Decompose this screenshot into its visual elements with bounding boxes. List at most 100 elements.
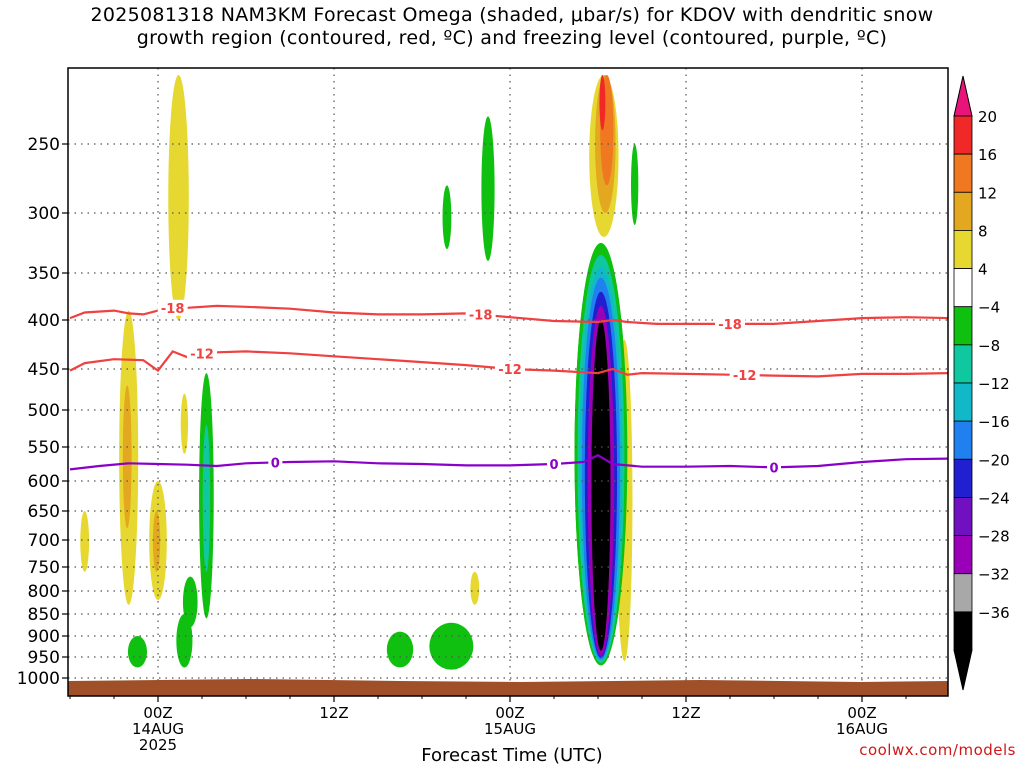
y-tick-label-700: 700 <box>28 531 60 551</box>
y-tick-label-850: 850 <box>28 605 60 625</box>
omega-shade-neg4-22 <box>176 614 193 668</box>
omega-shade-neg4-24 <box>481 116 495 261</box>
chart-title: 2025081318 NAM3KM Forecast Omega (shaded… <box>0 4 1024 50</box>
colorbar-label-4: 4 <box>978 261 988 279</box>
contour-label--12-2: -12 <box>733 369 757 384</box>
x-tick-label-h6-0: 00Z <box>143 704 172 722</box>
colorbar-label-1: 16 <box>978 146 997 164</box>
terrain-ground <box>68 679 948 696</box>
omega-shade-neg4-25 <box>442 185 452 249</box>
colorbar-label-2: 12 <box>978 184 997 202</box>
omega-core-neg36-6 <box>591 320 611 651</box>
omega-shade-neg8-20 <box>202 424 211 572</box>
x-axis-title: Forecast Time (UTC) <box>421 745 603 766</box>
contour-label--12-1: -12 <box>498 363 522 378</box>
contour-label-bg--12-0 <box>187 345 217 362</box>
colorbar-label-7: −12 <box>978 375 1010 393</box>
x-tick-label-h30-1: 15AUG <box>484 720 536 738</box>
colorbar-label-9: −20 <box>978 451 1010 469</box>
omega-shade-4-11 <box>168 75 189 320</box>
x-tick-label-h6-2: 2025 <box>139 736 177 754</box>
colorbar-label-8: −16 <box>978 413 1010 431</box>
contour-label--18-0: -18 <box>161 302 185 317</box>
colorbar-cell-13 <box>953 611 973 651</box>
y-tick-label-750: 750 <box>28 558 60 578</box>
y-tick-label-250: 250 <box>28 135 60 155</box>
omega-shade-8-16 <box>152 511 161 572</box>
colorbar-label-13: −36 <box>978 604 1010 622</box>
colorbar-cell-2 <box>953 191 973 231</box>
contour-label-bg--12-2 <box>729 367 760 384</box>
x-tick-label-h6-1: 14AUG <box>132 720 184 738</box>
omega-shade-8-15 <box>122 385 132 529</box>
colorbar-cell-4 <box>953 268 973 308</box>
y-tick-label-600: 600 <box>28 472 60 492</box>
colorbar-cell-8 <box>953 420 973 460</box>
omega-shade-neg4-26 <box>386 631 414 668</box>
omega-shade-neg4-21 <box>182 576 198 628</box>
y-tick-label-450: 450 <box>28 360 60 380</box>
contour-label-bg-0-0 <box>268 454 283 471</box>
omega-shade-16-10 <box>599 75 606 131</box>
plot-area: -18 -18 -18 -12 -12 -12 0 0 0 <box>68 68 948 696</box>
contour-label--12-0: -12 <box>190 347 214 362</box>
y-tick-label-350: 350 <box>28 264 60 284</box>
colorbar-label-11: −28 <box>978 528 1010 546</box>
y-tick-label-550: 550 <box>28 438 60 458</box>
colorbar-label-0: 20 <box>978 108 997 126</box>
colorbar-label-10: −24 <box>978 489 1010 507</box>
omega-shade-neg4-27 <box>429 622 474 670</box>
contour-label-bg--18-0 <box>157 299 188 316</box>
contour-label-bg-0-1 <box>547 456 561 472</box>
y-tick-label-1000: 1000 <box>17 669 60 689</box>
omega-shade-neg4-23 <box>127 636 147 668</box>
y-tick-label-950: 950 <box>28 648 60 668</box>
colorbar-label-3: 8 <box>978 222 988 240</box>
y-tick-label-900: 900 <box>28 627 60 647</box>
colorbar-cell-9 <box>953 458 973 498</box>
x-tick-label-h54-0: 00Z <box>847 704 876 722</box>
contour-label-bg--12-1 <box>495 361 525 377</box>
contour-label-bg--18-2 <box>715 315 745 332</box>
contour-label--18-1: -18 <box>469 309 493 324</box>
colorbar-bottom-arrow <box>953 649 973 691</box>
contour-label-0-2: 0 <box>769 461 778 476</box>
colorbar-cell-5 <box>953 306 973 346</box>
omega-shade-4-28 <box>470 571 480 605</box>
colorbar-label-5: −4 <box>978 299 1000 317</box>
x-tick-label-h18-0: 12Z <box>319 704 348 722</box>
title-line-2: growth region (contoured, red, ºC) and f… <box>136 27 888 49</box>
y-tick-label-400: 400 <box>28 311 60 331</box>
y-tick-label-300: 300 <box>28 204 60 224</box>
y-tick-label-500: 500 <box>28 401 60 421</box>
colorbar-top-arrow <box>953 75 973 117</box>
contour-label-bg--18-1 <box>465 306 496 323</box>
contour-label-0-1: 0 <box>549 458 558 473</box>
omega-shade-neg4-30 <box>631 144 639 225</box>
y-tick-label-800: 800 <box>28 582 60 602</box>
colorbar-cell-7 <box>953 382 973 422</box>
colorbar-cell-11 <box>953 535 973 575</box>
colorbar-cell-3 <box>953 230 973 269</box>
colorbar-cell-10 <box>953 497 973 536</box>
colorbar-label-12: −32 <box>978 566 1010 584</box>
contour-line--18 <box>69 304 948 325</box>
y-tick-label-650: 650 <box>28 502 60 522</box>
colorbar-label-6: −8 <box>978 337 1000 355</box>
colorbar-cell-12 <box>953 573 973 613</box>
x-tick-label-h54-1: 16AUG <box>836 720 888 738</box>
plot-frame <box>67 67 949 697</box>
title-line-1: 2025081318 NAM3KM Forecast Omega (shaded… <box>90 4 934 26</box>
x-tick-label-h30-0: 00Z <box>495 704 524 722</box>
colorbar-cell-1 <box>953 153 973 193</box>
colorbar-cell-6 <box>953 344 973 384</box>
credit-link[interactable]: coolwx.com/models <box>859 741 1016 759</box>
contour-label-0-0: 0 <box>271 456 280 471</box>
contour-label-bg-0-2 <box>767 459 781 476</box>
x-tick-label-h42-0: 12Z <box>671 704 700 722</box>
colorbar-cell-0 <box>953 115 973 155</box>
omega-shade-4-17 <box>180 393 189 454</box>
omega-shade-4-14 <box>80 511 90 572</box>
contour-label--18-2: -18 <box>718 318 742 333</box>
